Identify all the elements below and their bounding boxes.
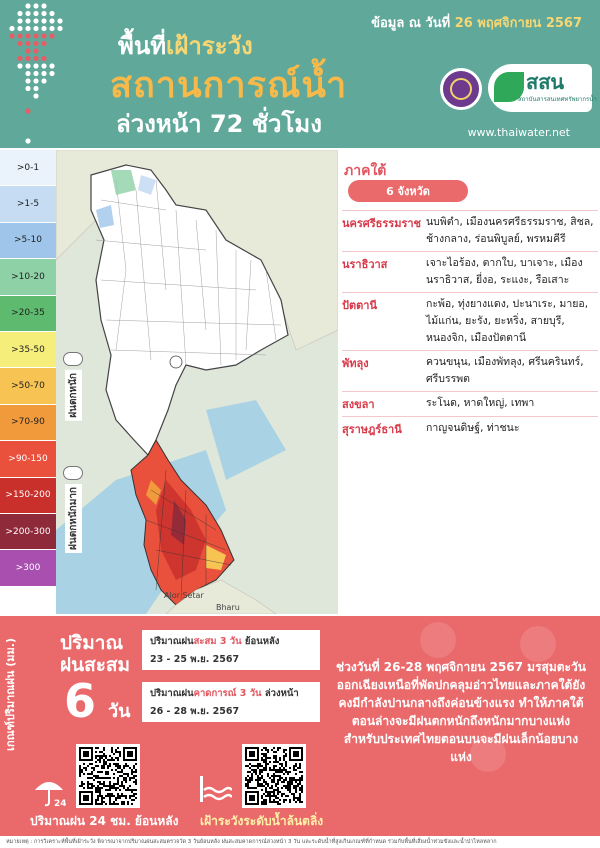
legend-item: >300 (0, 550, 56, 587)
province-row: นครศรีธรรมราช นบพิตำ, เมืองนครศรีธรรมราช,… (342, 210, 598, 251)
forecast-rain-date: 26 - 28 พ.ย. 2567 (150, 706, 240, 717)
province-name: สงขลา (342, 398, 375, 411)
province-row: นราธิวาส เจาะไอร้อง, ตากใบ, บาเจาะ, เมือง… (342, 251, 598, 292)
very-heavy-rain-text: ฝนตกหนักมาก (64, 484, 82, 553)
bottom-section: เกณฑ์ปริมาณฝน (มม.) ปริมาณ ฝนสะสม 6 วัน … (0, 616, 600, 848)
qr-code-water-level[interactable] (242, 744, 306, 808)
legend-item: >90-150 (0, 441, 56, 478)
region-panel: ภาคใต้ 6 จังหวัด นครศรีธรรมราช นบพิตำ, เม… (340, 150, 600, 614)
legend-item: >1-5 (0, 186, 56, 223)
hii-logo-subtitle: สถาบันสารสนเทศทรัพยากรน้ำ (518, 96, 597, 103)
rain-threshold-label: เกณฑ์ปริมาณฝน (มม.) (4, 637, 17, 751)
forecast-summary: ช่วงวันที่ 26-28 พฤศจิกายน 2567 มรสุมตะว… (336, 660, 586, 764)
legend-item: >200-300 (0, 513, 56, 551)
forecast-rain-title: ปริมาณฝนคาดการณ์ 3 วัน ล่วงหน้า (150, 688, 299, 699)
legend-item: >150-200 (0, 477, 56, 514)
province-row: ปัตตานี กะพ้อ, ทุ่งยางแดง, ปะนาเระ, มายอ,… (342, 292, 598, 350)
water-level-icon (200, 776, 232, 802)
province-name: นราธิวาส (342, 258, 388, 271)
decorative-circle (470, 736, 506, 772)
caption-rain-24h: ปริมาณฝน 24 ชม. ย้อนหลัง (30, 814, 179, 828)
rain-cloud-icon (63, 352, 83, 366)
legend-item: >5-10 (0, 222, 56, 260)
region-title: ภาคใต้ (344, 163, 387, 179)
hii-logo: สสน สถาบันสารสนเทศทรัพยากรน้ำ (488, 64, 597, 112)
forecast-rain-card: ปริมาณฝนคาดการณ์ 3 วัน ล่วงหน้า 26 - 28 … (142, 682, 320, 722)
umbrella-icon: 24 (35, 782, 66, 808)
accumulated-days-unit: วัน (108, 701, 131, 722)
province-districts: ควนขนุน, เมืองพัทลุง, ศรีนครินทร์, ศรีบร… (426, 356, 584, 385)
title-line-1: พื้นที่เฝ้าระวัง (118, 26, 253, 65)
province-row: พัทลุง ควนขนุน, เมืองพัทลุง, ศรีนครินทร์,… (342, 350, 598, 391)
place-alor-setar: Alor Setar (164, 591, 204, 600)
header-banner: ข้อมูล ณ วันที่ 26 พฤศจิกายน 2567 พื้นที… (0, 0, 600, 148)
hii-logo-text: สสน (526, 70, 565, 94)
legend-item: >20-35 (0, 295, 56, 332)
title-area: พื้นที่ (118, 32, 167, 60)
province-districts: เจาะไอร้อง, ตากใบ, บาเจาะ, เมืองนราธิวาส… (426, 257, 583, 286)
leaf-icon (494, 72, 524, 102)
rain-cloud-icon (63, 466, 83, 480)
caption-water-level: เฝ้าระวังระดับน้ำล้นตลิ่ง (200, 814, 324, 828)
province-name: นครศรีธรรมราช (342, 217, 422, 230)
title-line-3: ล่วงหน้า 72 ชั่วโมง (116, 110, 322, 138)
past-rain-title: ปริมาณฝนสะสม 3 วัน ย้อนหลัง (150, 636, 280, 647)
rainfall-map[interactable]: Alor Setar Bharu (56, 150, 338, 614)
province-row: สงขลา ระโนด, หาดใหญ่, เทพา (342, 391, 598, 416)
province-name: ปัตตานี (342, 299, 377, 312)
data-date: ข้อมูล ณ วันที่ 26 พฤศจิกายน 2567 (371, 12, 582, 33)
province-name: สุราษฎร์ธานี (342, 423, 402, 436)
accumulated-days-number: 6 (64, 674, 97, 728)
past-rain-date: 23 - 25 พ.ย. 2567 (150, 654, 240, 665)
footnote: หมายเหตุ : การวิเคราะห์พื้นที่เฝ้าระวัง … (0, 836, 600, 848)
legend-item: >35-50 (0, 331, 56, 369)
decorative-circle (420, 622, 456, 658)
province-name: พัทลุง (342, 357, 369, 370)
province-districts: ระโนด, หาดใหญ่, เทพา (426, 397, 535, 409)
date-value: 26 พฤศจิกายน 2567 (454, 16, 582, 31)
date-prefix: ข้อมูล ณ วันที่ (371, 16, 455, 31)
legend-item: >70-90 (0, 404, 56, 442)
accumulated-label-2: ฝนสะสม (60, 654, 131, 676)
svg-text:24: 24 (54, 799, 66, 808)
rainfall-legend: >0-1 >1-5 >5-10 >10-20 >20-35 >35-50 >50-70 >70… (0, 150, 56, 614)
decorative-circle (520, 626, 556, 662)
legend-item: >50-70 (0, 368, 56, 405)
website-url[interactable]: www.thaiwater.net (467, 126, 570, 139)
province-count-badge: 6 จังหวัด (348, 180, 468, 202)
title-line-2: สถานการณ์น้ำ (110, 65, 348, 106)
province-row: สุราษฎร์ธานี กาญจนดิษฐ์, ท่าชนะ (342, 416, 598, 441)
legend-item: >0-1 (0, 150, 56, 187)
accumulated-label-1: ปริมาณ (60, 632, 124, 654)
ministry-seal-logo (440, 68, 482, 110)
thailand-dot-map-icon (9, 3, 63, 144)
qr-code-rain-24h[interactable] (76, 744, 140, 808)
heavy-rain-label: ฝนตกหนัก (62, 352, 84, 421)
legend-item: >10-20 (0, 259, 56, 296)
title-watch: เฝ้าระวัง (166, 32, 253, 60)
past-rain-card: ปริมาณฝนสะสม 3 วัน ย้อนหลัง 23 - 25 พ.ย.… (142, 630, 320, 670)
heavy-rain-text: ฝนตกหนัก (64, 370, 82, 421)
thailand-map: Alor Setar Bharu (56, 150, 338, 614)
province-list: นครศรีธรรมราช นบพิตำ, เมืองนครศรีธรรมราช,… (342, 210, 598, 441)
province-districts: นบพิตำ, เมืองนครศรีธรรมราช, สิชล, ช้างกล… (426, 216, 594, 245)
place-kota-bharu: Bharu (216, 603, 240, 612)
province-districts: กาญจนดิษฐ์, ท่าชนะ (426, 422, 520, 434)
province-districts: กะพ้อ, ทุ่งยางแดง, ปะนาเระ, มายอ, ไม้แก่… (426, 298, 589, 344)
very-heavy-rain-label: ฝนตกหนักมาก (62, 466, 84, 553)
